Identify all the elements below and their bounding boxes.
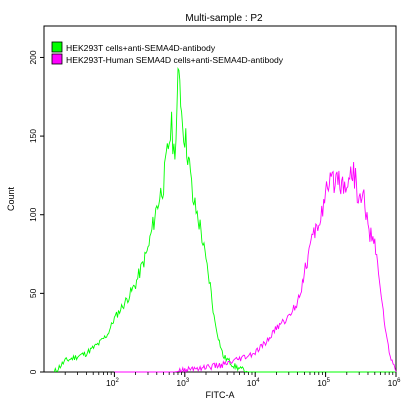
y-tick-label: 150 <box>28 129 38 143</box>
legend: HEK293T cells+anti-SEMA4D-antibody HEK29… <box>51 41 284 65</box>
series-line-2 <box>114 161 397 374</box>
y-tick-label: 0 <box>28 369 38 374</box>
legend-label-series-2: HEK293T-Human SEMA4D cells+anti-SEMA4D-a… <box>66 55 284 65</box>
legend-label-series-1: HEK293T cells+anti-SEMA4D-antibody <box>66 43 216 53</box>
y-tick-label: 50 <box>28 288 38 298</box>
series-layer <box>53 66 397 374</box>
x-tick-label: 105 <box>317 378 330 388</box>
y-axis-ticks: 0 50 100 150 200 <box>28 50 44 374</box>
y-tick-label: 100 <box>28 207 38 221</box>
y-axis-label: Count <box>6 187 16 212</box>
legend-swatch-series-1 <box>51 41 63 53</box>
legend-swatch-series-2 <box>51 53 63 65</box>
y-tick-label: 200 <box>28 50 38 64</box>
chart-title: Multi-sample : P2 <box>185 13 263 24</box>
x-axis-ticks: 102 103 104 105 106 <box>64 372 401 388</box>
plot-frame <box>43 25 397 373</box>
x-tick-label: 103 <box>176 378 189 388</box>
x-tick-label: 102 <box>106 378 119 388</box>
series-line-1 <box>53 66 396 373</box>
x-tick-label: 104 <box>247 378 260 388</box>
x-tick-label: 106 <box>388 378 401 388</box>
x-axis-label: FITC-A <box>206 390 235 399</box>
